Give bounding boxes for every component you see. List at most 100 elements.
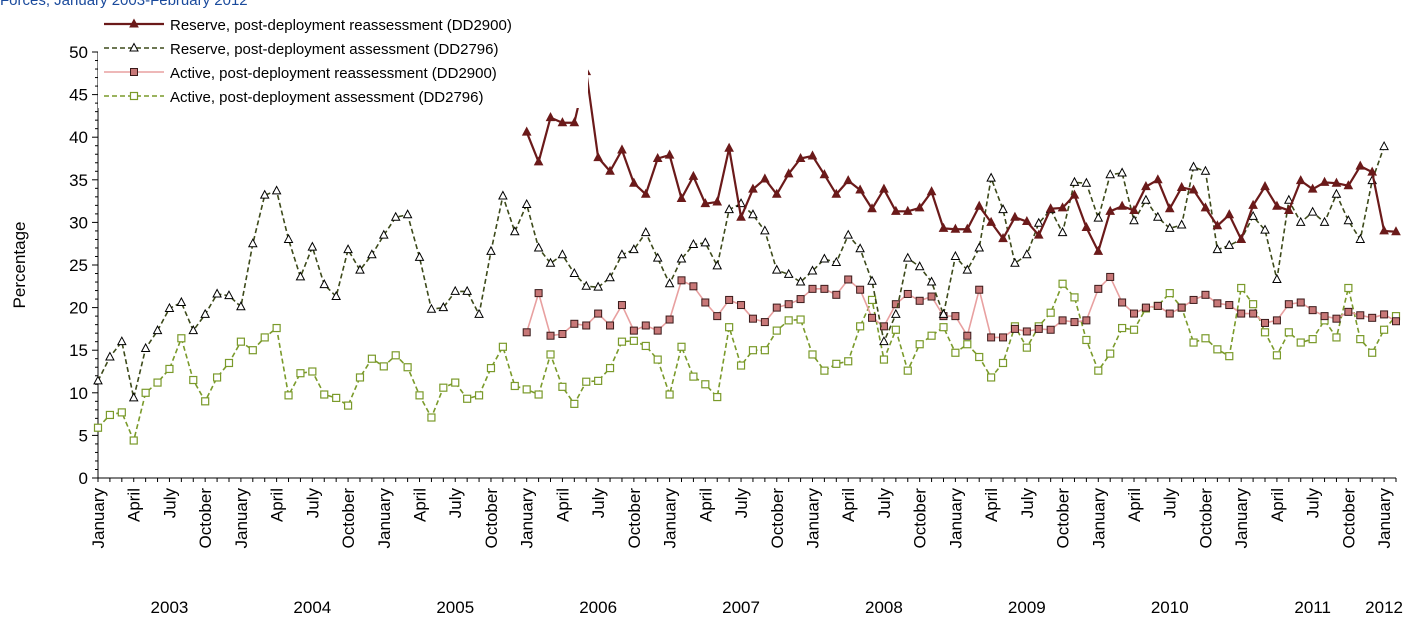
data-point bbox=[105, 351, 115, 361]
data-point bbox=[701, 380, 710, 389]
data-point bbox=[1070, 318, 1079, 327]
data-point bbox=[605, 272, 615, 282]
data-point bbox=[1284, 300, 1293, 309]
year-label: 2010 bbox=[1151, 598, 1189, 617]
data-point bbox=[1260, 181, 1270, 191]
data-point bbox=[1069, 189, 1080, 199]
data-point bbox=[569, 267, 580, 278]
data-point bbox=[771, 188, 782, 198]
y-tick-label: 25 bbox=[69, 256, 88, 275]
data-point bbox=[1010, 324, 1019, 333]
x-tick-label: October bbox=[339, 488, 358, 549]
data-point bbox=[1307, 206, 1318, 216]
data-point bbox=[1272, 316, 1281, 325]
data-point bbox=[1224, 209, 1235, 219]
data-point bbox=[784, 300, 793, 309]
data-point bbox=[760, 225, 770, 235]
data-point bbox=[1153, 301, 1162, 310]
data-point bbox=[439, 383, 448, 392]
data-point bbox=[820, 366, 829, 375]
data-point bbox=[748, 209, 758, 219]
data-point bbox=[855, 184, 865, 194]
data-point bbox=[737, 301, 746, 310]
data-point bbox=[808, 350, 817, 359]
data-point bbox=[1319, 176, 1330, 186]
data-point bbox=[1033, 217, 1044, 227]
data-point bbox=[844, 357, 853, 366]
data-point bbox=[760, 346, 769, 355]
series-2 bbox=[522, 272, 1400, 342]
data-point bbox=[617, 301, 626, 310]
data-point bbox=[868, 313, 877, 322]
data-point bbox=[665, 315, 674, 324]
data-point bbox=[1141, 181, 1151, 191]
data-point bbox=[296, 369, 305, 378]
series-line bbox=[97, 146, 1385, 399]
x-tick-label: October bbox=[768, 488, 787, 549]
data-point bbox=[224, 290, 234, 300]
data-point bbox=[879, 355, 889, 364]
data-point bbox=[201, 397, 210, 406]
data-point bbox=[1272, 200, 1282, 210]
data-point bbox=[308, 367, 317, 376]
data-point bbox=[1069, 176, 1080, 186]
x-tick-label: April bbox=[125, 488, 144, 522]
data-point bbox=[748, 183, 758, 193]
data-point bbox=[534, 289, 543, 298]
data-point bbox=[1201, 334, 1210, 343]
data-point bbox=[1356, 311, 1365, 320]
data-point bbox=[641, 321, 650, 330]
data-point bbox=[130, 68, 138, 76]
data-point bbox=[593, 281, 603, 291]
x-tick-label: July bbox=[1304, 488, 1323, 519]
x-tick-label: July bbox=[160, 488, 179, 519]
data-point bbox=[724, 204, 734, 214]
x-tick-label: January bbox=[1375, 488, 1394, 549]
data-point bbox=[129, 91, 139, 101]
data-point bbox=[189, 375, 198, 385]
data-point bbox=[975, 352, 984, 362]
data-point bbox=[689, 282, 698, 291]
data-point bbox=[1010, 211, 1020, 221]
x-tick-label: July bbox=[1018, 488, 1037, 519]
data-point bbox=[332, 393, 341, 403]
data-point bbox=[605, 363, 615, 373]
data-point bbox=[1189, 295, 1198, 304]
data-point bbox=[1249, 309, 1258, 318]
data-point bbox=[725, 323, 734, 332]
x-tick-label: October bbox=[196, 488, 215, 549]
data-point bbox=[688, 170, 699, 180]
year-label: 2007 bbox=[722, 598, 760, 617]
x-tick-label: January bbox=[89, 488, 108, 549]
x-tick-label: July bbox=[303, 488, 322, 519]
data-point bbox=[260, 333, 269, 342]
data-point bbox=[1319, 216, 1330, 226]
y-tick-label: 45 bbox=[69, 86, 88, 105]
data-point bbox=[1176, 181, 1187, 191]
x-tick-label: January bbox=[375, 488, 394, 549]
data-point bbox=[236, 301, 246, 311]
data-point bbox=[1081, 221, 1092, 232]
x-tick-label: October bbox=[1196, 488, 1215, 549]
data-point bbox=[1034, 324, 1043, 333]
data-point bbox=[426, 303, 437, 313]
data-point bbox=[1188, 184, 1199, 194]
x-tick-label: April bbox=[696, 488, 715, 522]
x-tick-label: July bbox=[1161, 488, 1180, 519]
x-tick-label: April bbox=[982, 488, 1001, 522]
data-point bbox=[129, 436, 138, 445]
data-point bbox=[319, 279, 330, 289]
data-point bbox=[1237, 309, 1246, 318]
data-point bbox=[1200, 202, 1211, 212]
data-point bbox=[856, 285, 865, 294]
data-point bbox=[569, 117, 580, 127]
data-point bbox=[355, 373, 365, 382]
y-tick-label: 0 bbox=[79, 469, 88, 488]
data-point bbox=[498, 342, 507, 351]
data-point bbox=[1308, 335, 1317, 344]
x-tick-label: July bbox=[732, 488, 751, 519]
data-point bbox=[951, 348, 960, 357]
data-point bbox=[629, 326, 638, 335]
